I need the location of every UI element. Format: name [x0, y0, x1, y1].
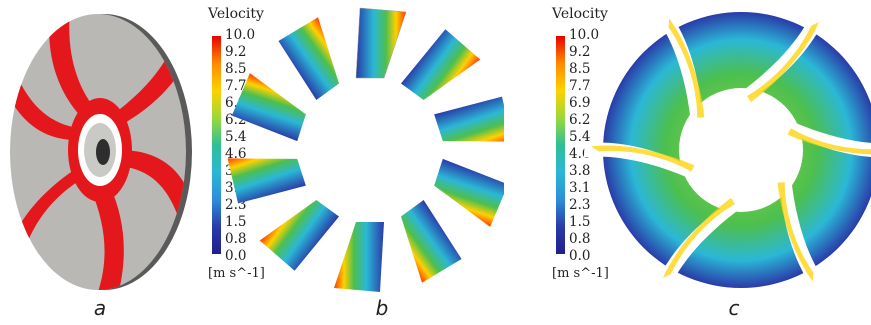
tick-c-8: 3.8	[569, 163, 591, 179]
tick-b-12: 0.8	[225, 231, 247, 247]
caption-a: a	[93, 296, 107, 320]
panel-a-impeller	[0, 0, 200, 325]
blades-c	[583, 10, 871, 290]
colorbar-c	[556, 36, 565, 254]
tick-b-1: 9.2	[225, 44, 247, 60]
impeller-3d-render	[10, 14, 192, 290]
velocity-contour-b	[227, 7, 504, 292]
tick-c-5: 6.2	[569, 112, 591, 128]
tick-b-0: 10.0	[225, 27, 256, 43]
legend-unit-b: [m s^-1]	[208, 266, 265, 281]
colorbar-b	[212, 36, 221, 254]
shaft-hole	[96, 139, 110, 165]
tick-c-12: 0.8	[569, 231, 591, 247]
tick-b-7: 4.6	[225, 146, 247, 162]
caption-c: c	[728, 296, 740, 320]
legend-unit-c: [m s^-1]	[552, 266, 609, 281]
tick-c-2: 8.5	[569, 61, 591, 77]
tick-c-10: 2.3	[569, 197, 591, 213]
caption-b: b	[375, 296, 389, 320]
tick-c-6: 5.4	[569, 129, 591, 145]
passages-b	[227, 7, 504, 292]
tick-b-11: 1.5	[225, 214, 247, 230]
high-velocity-bands-c	[591, 18, 871, 282]
tick-b-6: 5.4	[225, 129, 247, 145]
tick-c-9: 3.1	[569, 180, 591, 196]
panel-c-contour: Velocity 10.0 9.2 8.5 7.7 6.9 6.2 5.4 4.…	[548, 0, 871, 300]
velocity-contour-c	[583, 10, 871, 290]
tick-b-3: 7.7	[225, 78, 247, 94]
tick-c-13: 0.0	[569, 248, 591, 264]
tick-c-1: 9.2	[569, 44, 591, 60]
tick-b-2: 8.5	[225, 61, 247, 77]
tick-c-3: 7.7	[569, 78, 591, 94]
legend-title-c: Velocity	[552, 6, 608, 22]
tick-c-0: 10.0	[569, 27, 600, 43]
tick-c-4: 6.9	[569, 95, 591, 111]
inner-eye-c	[679, 88, 803, 212]
tick-b-13: 0.0	[225, 248, 247, 264]
tick-c-11: 1.5	[569, 214, 591, 230]
panel-b-contour: Velocity 10.0 9.2 8.5 7.7 6.9 6.2 5.4 4.…	[204, 0, 504, 300]
legend-title-b: Velocity	[208, 6, 264, 22]
